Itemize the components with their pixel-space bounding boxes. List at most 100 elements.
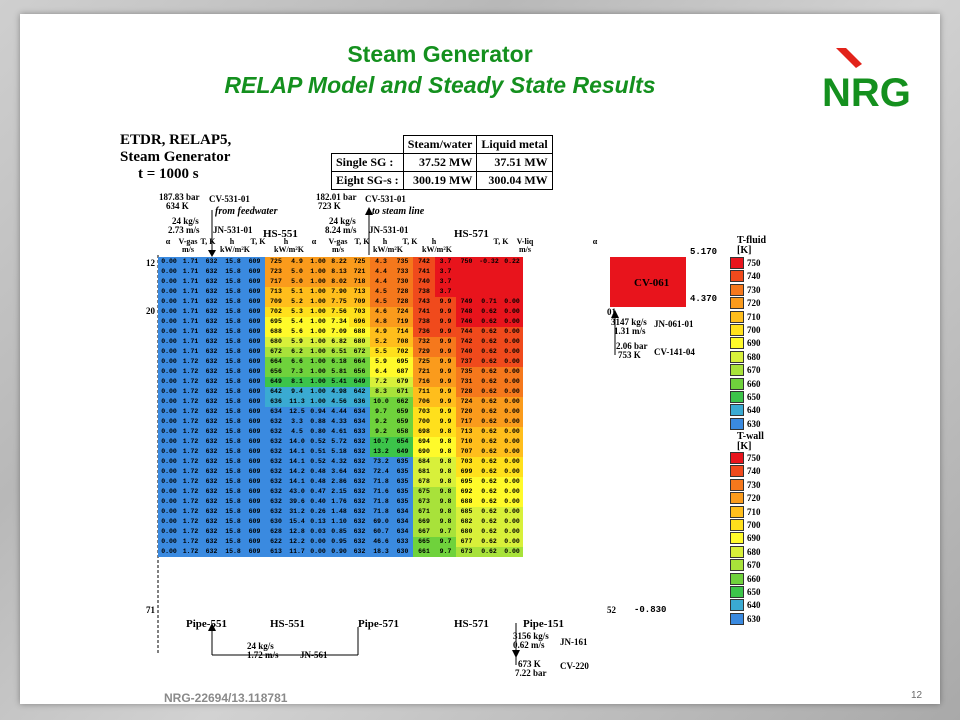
table-cell: 1.72 bbox=[180, 427, 201, 437]
table-cell: 14.1 bbox=[287, 477, 307, 487]
summary-header-liquid-metal: Liquid metal bbox=[476, 135, 553, 154]
table-cell: 622 bbox=[265, 537, 287, 547]
table-cell: 736 bbox=[413, 327, 435, 337]
table-cell: 0.00 bbox=[158, 317, 180, 327]
table-cell: 14.0 bbox=[287, 437, 307, 447]
table-cell: 714 bbox=[392, 327, 413, 337]
table-cell: 609 bbox=[244, 537, 265, 547]
table-cell: 9.9 bbox=[435, 417, 456, 427]
table-cell: 703 bbox=[456, 457, 477, 467]
cv141-pressure: 2.06 bar bbox=[616, 341, 648, 351]
table-cell: 687 bbox=[392, 367, 413, 377]
table-cell: 673 bbox=[456, 547, 477, 557]
legend-value: 680 bbox=[747, 351, 761, 362]
legend-swatch bbox=[730, 545, 744, 558]
table-cell: 0.00 bbox=[307, 537, 329, 547]
table-cell: 744 bbox=[456, 327, 477, 337]
table-cell: 738 bbox=[413, 287, 435, 297]
table-cell: 710 bbox=[456, 437, 477, 447]
table-cell: 1.71 bbox=[180, 307, 201, 317]
table-cell: 632 bbox=[349, 527, 370, 537]
table-cell: 15.8 bbox=[222, 377, 244, 387]
table-cell: 0.80 bbox=[307, 427, 329, 437]
table-cell: 632 bbox=[201, 407, 222, 417]
table-cell: 634 bbox=[392, 507, 413, 517]
table-cell: 718 bbox=[349, 277, 370, 287]
legend-value: 720 bbox=[747, 493, 761, 504]
table-cell: 9.9 bbox=[435, 317, 456, 327]
table-cell: 632 bbox=[201, 257, 222, 267]
table-cell: 15.8 bbox=[222, 347, 244, 357]
legend-value: 700 bbox=[747, 520, 761, 530]
legend-value: 700 bbox=[747, 325, 761, 335]
table-cell: 609 bbox=[244, 347, 265, 357]
table-cell: 609 bbox=[244, 407, 265, 417]
table-cell: 9.9 bbox=[435, 407, 456, 417]
table-cell: 1.72 bbox=[180, 447, 201, 457]
table-cell: 1.72 bbox=[180, 417, 201, 427]
inlet-flow: 24 kg/s bbox=[172, 216, 199, 226]
table-cell: 4.5 bbox=[370, 287, 392, 297]
table-cell: 14.2 bbox=[287, 467, 307, 477]
table-cell: 0.00 bbox=[501, 367, 523, 377]
hs-571-top-label: HS-571 bbox=[454, 228, 489, 240]
table-cell: 632 bbox=[349, 497, 370, 507]
table-cell: 10.0 bbox=[370, 397, 392, 407]
legend-value: 690 bbox=[747, 533, 761, 544]
table-cell: 0.00 bbox=[158, 327, 180, 337]
table-cell: 1.71 bbox=[180, 277, 201, 287]
table-cell: 1.72 bbox=[180, 477, 201, 487]
figure-title: ETDR, RELAP5, Steam Generator t = 1000 s bbox=[120, 132, 231, 183]
table-cell: 0.62 bbox=[477, 537, 501, 547]
table-cell: 1.00 bbox=[307, 327, 329, 337]
column-header: T, K bbox=[200, 237, 216, 246]
legend-fluid-title-line: T-fluid bbox=[737, 235, 767, 246]
table-cell: 609 bbox=[244, 327, 265, 337]
table-cell: 11.3 bbox=[287, 397, 307, 407]
table-cell: 0.95 bbox=[329, 537, 349, 547]
table-cell: 4.98 bbox=[329, 387, 349, 397]
table-cell: 1.72 bbox=[180, 397, 201, 407]
table-cell: 0.00 bbox=[501, 517, 523, 527]
table-cell bbox=[501, 277, 523, 287]
legend-value: 710 bbox=[747, 311, 761, 322]
table-cell: 15.8 bbox=[222, 457, 244, 467]
to-steam-line-label: to steam line bbox=[372, 206, 425, 217]
table-cell: 1.71 bbox=[180, 287, 201, 297]
table-cell: 632 bbox=[201, 397, 222, 407]
table-cell: 6.82 bbox=[329, 337, 349, 347]
table-cell: 9.8 bbox=[435, 477, 456, 487]
column-header: h kW/m²K bbox=[422, 237, 452, 254]
legend-value: 690 bbox=[747, 338, 761, 349]
table-cell: 69.0 bbox=[370, 517, 392, 527]
table-cell: 699 bbox=[456, 467, 477, 477]
table-cell: 0.00 bbox=[501, 477, 523, 487]
table-cell: 632 bbox=[201, 357, 222, 367]
table-cell: 1.72 bbox=[180, 407, 201, 417]
table-cell: 0.00 bbox=[501, 547, 523, 557]
table-cell: 746 bbox=[456, 317, 477, 327]
table-cell: 609 bbox=[244, 487, 265, 497]
table-cell: 0.00 bbox=[501, 427, 523, 437]
table-cell: 695 bbox=[265, 317, 287, 327]
table-cell: 4.61 bbox=[329, 427, 349, 437]
outlet-velocity: 8.24 m/s bbox=[325, 225, 357, 235]
table-cell: 4.6 bbox=[370, 307, 392, 317]
table-cell: 634 bbox=[265, 407, 287, 417]
jn561-arrow-head bbox=[208, 623, 216, 631]
table-cell: 716 bbox=[413, 377, 435, 387]
table-cell: 5.2 bbox=[370, 337, 392, 347]
table-cell: 0.62 bbox=[477, 447, 501, 457]
table-cell: 707 bbox=[456, 447, 477, 457]
table-cell: 12.5 bbox=[287, 407, 307, 417]
table-cell: 0.00 bbox=[501, 387, 523, 397]
legend-swatch bbox=[730, 417, 744, 430]
table-cell: 730 bbox=[392, 277, 413, 287]
table-cell: 1.72 bbox=[180, 507, 201, 517]
table-cell: 0.00 bbox=[501, 297, 523, 307]
row-marker-12: 12 bbox=[146, 258, 155, 268]
table-cell: 0.00 bbox=[501, 457, 523, 467]
table-cell: 709 bbox=[349, 297, 370, 307]
table-cell: 681 bbox=[413, 467, 435, 477]
table-cell: 742 bbox=[413, 257, 435, 267]
